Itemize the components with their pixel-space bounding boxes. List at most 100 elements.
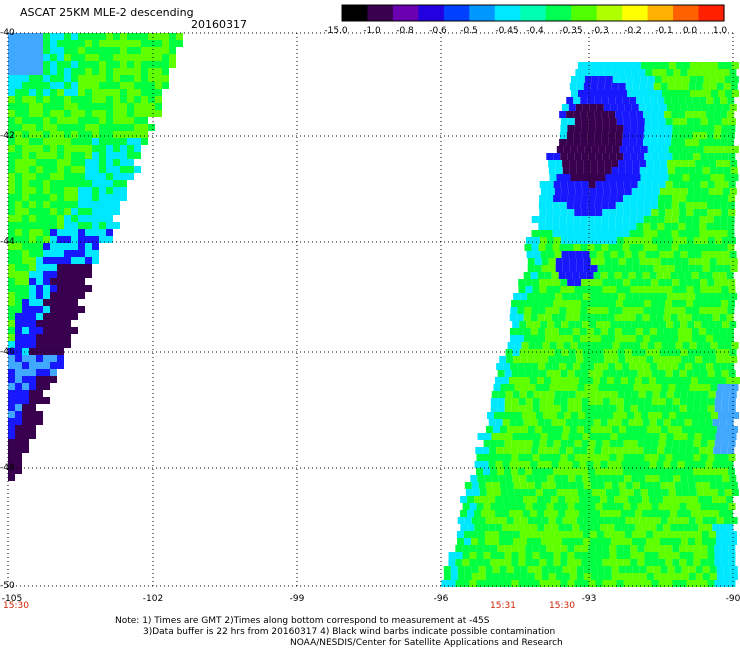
wind-cell — [460, 496, 468, 503]
wind-cell — [36, 390, 43, 397]
wind-cell — [714, 545, 722, 552]
wind-cell — [604, 482, 612, 489]
wind-cell — [484, 433, 492, 440]
wind-cell — [704, 412, 712, 419]
wind-cell — [99, 201, 106, 208]
wind-cell — [8, 145, 15, 152]
wind-cell — [663, 314, 671, 321]
wind-cell — [562, 258, 570, 265]
wind-cell — [590, 83, 598, 90]
wind-cell — [632, 265, 640, 272]
wind-cell — [657, 447, 665, 454]
wind-cell — [708, 531, 716, 538]
wind-cell — [727, 307, 735, 314]
wind-cell — [113, 40, 120, 47]
wind-cell — [622, 307, 630, 314]
wind-cell — [557, 377, 565, 384]
wind-cell — [566, 132, 574, 139]
wind-cell — [630, 286, 638, 293]
wind-cell — [127, 131, 134, 138]
wind-cell — [29, 173, 36, 180]
wind-cell — [36, 299, 43, 306]
wind-cell — [712, 419, 720, 426]
wind-cell — [693, 370, 701, 377]
wind-cell — [113, 75, 120, 82]
wind-cell — [617, 69, 625, 76]
wind-cell — [715, 188, 723, 195]
wind-cell — [491, 475, 499, 482]
wind-cell — [633, 384, 641, 391]
wind-cell — [36, 313, 43, 320]
wind-cell — [622, 230, 630, 237]
wind-cell — [57, 159, 64, 166]
wind-cell — [648, 412, 656, 419]
wind-cell — [611, 426, 619, 433]
wind-cell — [580, 111, 588, 118]
wind-cell — [566, 363, 574, 370]
wind-cell — [665, 237, 673, 244]
wind-cell — [85, 257, 92, 264]
wind-cell — [644, 153, 652, 160]
wind-cell — [664, 111, 672, 118]
wind-cell — [595, 125, 603, 132]
wind-cell — [113, 82, 120, 89]
wind-cell — [724, 174, 732, 181]
wind-cell — [505, 349, 513, 356]
wind-cell — [636, 307, 644, 314]
wind-cell — [539, 454, 547, 461]
wind-cell — [645, 349, 653, 356]
wind-cell — [509, 419, 517, 426]
wind-cell — [534, 426, 542, 433]
wind-cell — [64, 152, 71, 159]
wind-cell — [595, 195, 603, 202]
wind-cell — [467, 510, 475, 517]
wind-cell — [43, 54, 50, 61]
wind-cell — [64, 124, 71, 131]
wind-cell — [36, 75, 43, 82]
wind-cell — [714, 153, 722, 160]
wind-cell — [731, 146, 739, 153]
wind-cell — [548, 573, 556, 580]
wind-cell — [595, 118, 603, 125]
wind-cell — [667, 83, 675, 90]
wind-cell — [504, 559, 512, 566]
wind-cell — [547, 433, 555, 440]
wind-cell — [699, 244, 707, 251]
wind-cell — [8, 152, 15, 159]
wind-cell — [616, 195, 624, 202]
wind-cell — [559, 216, 567, 223]
wind-cell — [703, 90, 711, 97]
wind-cell — [689, 76, 697, 83]
wind-cell — [478, 482, 486, 489]
wind-cell — [576, 566, 584, 573]
wind-cell — [22, 194, 29, 201]
wind-cell — [8, 250, 15, 257]
wind-cell — [731, 76, 739, 83]
wind-cell — [609, 503, 617, 510]
wind-cell — [85, 138, 92, 145]
wind-cell — [602, 153, 610, 160]
wind-cell — [22, 152, 29, 159]
wind-cell — [590, 167, 598, 174]
wind-cell — [113, 117, 120, 124]
wind-cell — [533, 531, 541, 538]
wind-cell — [660, 293, 668, 300]
wind-cell — [626, 342, 634, 349]
wind-cell — [43, 138, 50, 145]
wind-cell — [651, 370, 659, 377]
wind-cell — [723, 573, 731, 580]
wind-cell — [113, 166, 120, 173]
wind-cell — [636, 202, 644, 209]
wind-cell — [629, 307, 637, 314]
wind-cell — [106, 138, 113, 145]
wind-cell — [78, 285, 85, 292]
wind-cell — [672, 440, 680, 447]
wind-cell — [687, 321, 695, 328]
wind-cell — [64, 215, 71, 222]
wind-cell — [631, 475, 639, 482]
wind-cell — [595, 580, 603, 587]
wind-cell — [657, 244, 665, 251]
wind-cell — [644, 209, 652, 216]
wind-cell — [546, 300, 554, 307]
wind-cell — [134, 40, 141, 47]
